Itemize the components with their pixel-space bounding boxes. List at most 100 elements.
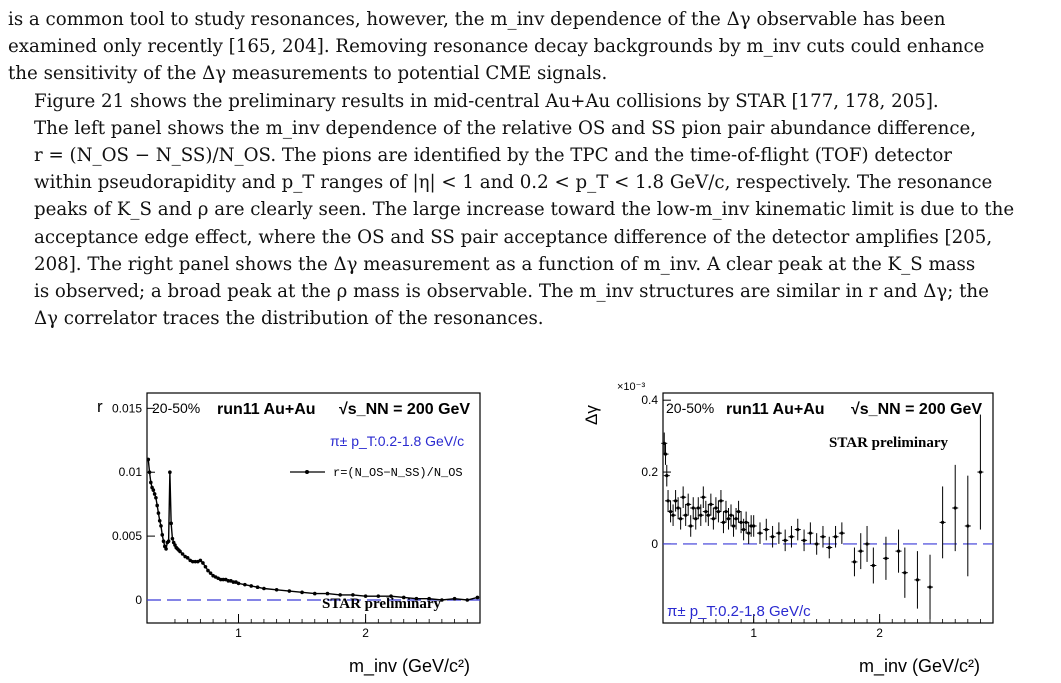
y-axis-exponent: ×10⁻³ (617, 381, 645, 393)
data-point (427, 596, 431, 601)
data-point (686, 502, 690, 507)
data-point (758, 531, 762, 535)
y-axis-label: r (97, 397, 103, 416)
data-point (676, 506, 680, 510)
paragraph-2: Figure 21 shows the preliminary results … (8, 88, 1048, 333)
data-point (376, 594, 381, 598)
text-line: Δγ correlator traces the distribution of… (34, 308, 544, 330)
data-point (871, 563, 875, 568)
x-tick-label: 2 (876, 626, 883, 640)
data-point (699, 513, 703, 517)
data-point (249, 584, 254, 588)
data-point (185, 556, 190, 560)
data-point (231, 580, 236, 584)
data-point (684, 513, 688, 517)
data-point (689, 524, 693, 528)
data-point (149, 480, 153, 485)
data-point (151, 488, 156, 492)
data-point (706, 513, 710, 517)
y-axis-label: Δγ (582, 405, 601, 425)
data-point (180, 552, 185, 556)
data-point (300, 590, 304, 595)
data-point (840, 531, 844, 535)
run-label: run11 Au+Au (726, 401, 825, 418)
data-point (671, 513, 675, 517)
data-point (198, 558, 203, 563)
data-point (721, 520, 726, 524)
data-point (701, 495, 705, 499)
data-point (915, 578, 920, 582)
data-point (160, 533, 165, 537)
data-point (827, 545, 831, 550)
data-point (274, 587, 279, 592)
data-point (731, 524, 736, 528)
star-preliminary-label: STAR preliminary (829, 435, 949, 451)
data-point (821, 535, 825, 539)
data-point (852, 560, 857, 564)
data-point (770, 535, 775, 539)
data-point (157, 518, 162, 523)
data-point (465, 598, 470, 602)
data-point (726, 517, 731, 521)
text-line: r = (N_OS − N_SS)/N_OS. The pions are id… (34, 145, 952, 167)
data-point (764, 527, 768, 532)
data-point (201, 561, 205, 565)
text-line: examined only recently [165, 204]. Remov… (8, 36, 985, 58)
text-line: the sensitivity of the Δγ measurements t… (8, 63, 608, 85)
data-point (734, 517, 738, 521)
data-point (146, 457, 151, 462)
data-point (155, 503, 159, 508)
plot-frame (662, 392, 994, 624)
data-point (363, 594, 368, 598)
text-line: is a common tool to study resonances, ho… (8, 9, 946, 30)
data-point (736, 509, 741, 514)
data-point (719, 499, 723, 503)
data-point (724, 509, 728, 514)
data-point (681, 495, 685, 499)
y-tick-label: 0.2 (641, 465, 658, 479)
data-point (694, 517, 698, 521)
data-point (208, 571, 213, 575)
body-text: is a common tool to study resonances, ho… (8, 6, 1048, 332)
data-point (711, 517, 715, 521)
data-point (665, 474, 669, 478)
x-axis-label: m_inv (GeV/c²) (859, 656, 980, 677)
text-line: The left panel shows the m_inv dependenc… (34, 117, 977, 139)
data-point (747, 531, 751, 535)
data-point (777, 531, 781, 535)
data-point (152, 492, 157, 496)
energy-label: √s_NN = 200 GeV (339, 401, 470, 418)
y-tick-label: 0.015 (112, 401, 142, 415)
y-tick-label: 0 (651, 537, 658, 551)
data-point (744, 520, 748, 524)
data-point (440, 598, 444, 602)
data-point (168, 470, 172, 475)
text-line: 208]. The right panel shows the Δγ measu… (34, 253, 976, 275)
text-line: acceptance edge effect, where the OS and… (34, 226, 993, 248)
data-point (178, 549, 182, 554)
data-point (709, 502, 713, 507)
data-point (154, 495, 158, 500)
data-point (170, 536, 175, 541)
data-point (325, 591, 330, 596)
data-point (673, 499, 678, 503)
data-point (262, 586, 266, 591)
pid-label: π± p_T:0.2-1.8 GeV/c (667, 603, 811, 620)
x-tick-label: 2 (362, 626, 369, 640)
data-point (716, 509, 721, 514)
data-point (169, 521, 173, 526)
legend-label: r=(N_OS−N_SS)/N_OS (333, 466, 463, 480)
data-point (903, 571, 907, 575)
data-point (221, 577, 226, 582)
data-point (859, 549, 863, 553)
data-point (928, 585, 932, 589)
data-point (255, 585, 260, 590)
data-point (147, 470, 152, 475)
data-point (312, 591, 317, 596)
pid-label: π± p_T:0.2-1.8 GeV/c (330, 433, 464, 449)
plot-frame (146, 392, 481, 624)
data-point (978, 470, 983, 474)
data-point (161, 539, 166, 544)
